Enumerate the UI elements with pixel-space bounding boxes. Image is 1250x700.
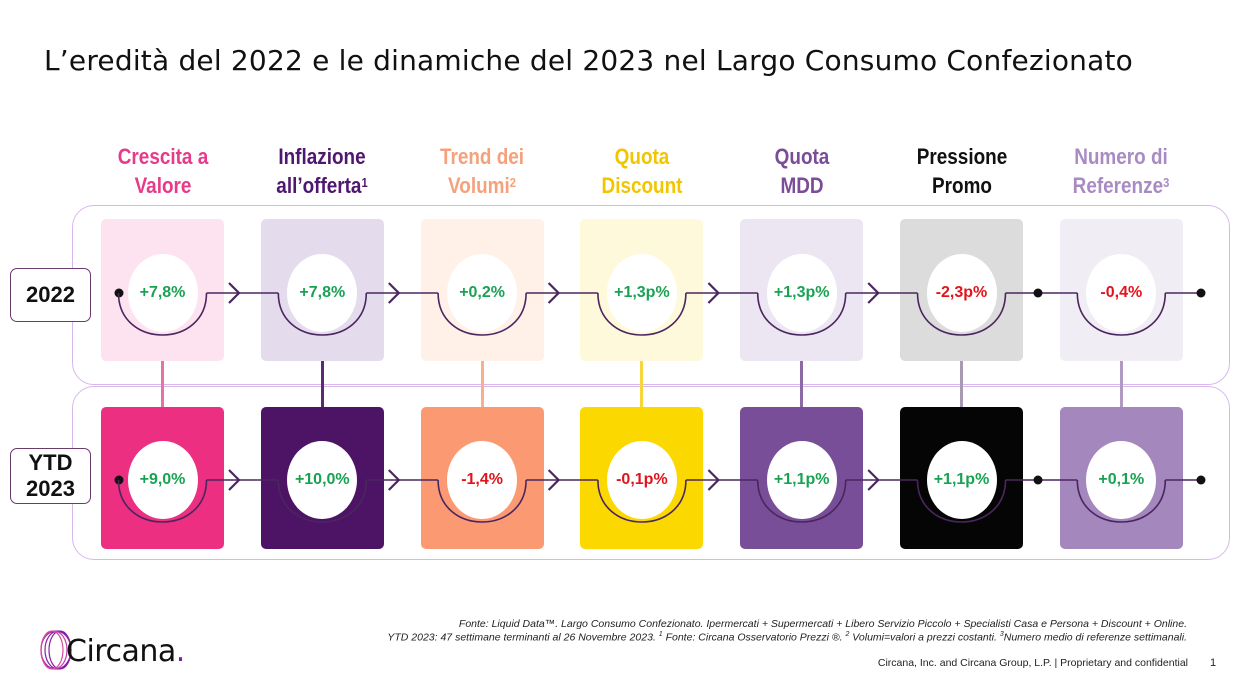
column-header-line2: Promo xyxy=(897,171,1026,200)
column-header-line2: Referenze3 xyxy=(1057,171,1186,200)
value-ytd-2023-2: +10,0% xyxy=(287,441,358,519)
row-connector-1 xyxy=(161,361,164,407)
value-ytd-2023-5: +1,1p% xyxy=(766,441,837,519)
column-header-line2: Volumi2 xyxy=(418,171,547,200)
row-connector-2 xyxy=(320,361,324,407)
row-connector-4 xyxy=(640,361,644,407)
value-2022-1: +7,8% xyxy=(127,254,198,332)
column-header-line1: Numero di xyxy=(1074,144,1169,169)
row-label-2022-text: 2022 xyxy=(26,282,75,307)
value-2022-5: +1,3p% xyxy=(766,254,837,332)
value-ytd-2023-6: +1,1p% xyxy=(926,441,997,519)
column-header-line2-text: Valore xyxy=(134,173,191,198)
row-connector-5 xyxy=(800,361,804,407)
source-note-line1-text: Fonte: Liquid Data™. Largo Consumo Confe… xyxy=(458,618,1187,630)
column-header-line2: Discount xyxy=(577,171,706,200)
column-header-footnote: 1 xyxy=(361,175,368,190)
source-note-line1: Fonte: Liquid Data™. Largo Consumo Confe… xyxy=(459,618,1187,630)
footnote-mark-1: 1 xyxy=(658,631,663,638)
source-note-ytd: YTD 2023: 47 settimane terminanti al 26 … xyxy=(387,631,659,644)
column-header-7: Numero di Referenze3 xyxy=(1057,142,1186,200)
value-2022-4: +1,3p% xyxy=(606,254,677,332)
source-note-volumes: Volumi=valori a prezzi costanti. xyxy=(849,631,1000,644)
row-connector-7 xyxy=(1119,361,1123,407)
row-label-2023-text: 2023 xyxy=(26,476,75,501)
logo-dot: . xyxy=(175,634,186,669)
column-header-line1: Quota xyxy=(774,144,830,169)
column-header-line1: Pressione xyxy=(916,144,1007,169)
row-label-2022: 2022 xyxy=(10,268,91,322)
source-note-prices: Fonte: Circana Osservatorio Prezzi ®. xyxy=(662,631,846,644)
row-connector-6 xyxy=(960,361,963,407)
column-header-line1: Quota xyxy=(614,144,670,169)
value-ytd-2023-3: -1,4% xyxy=(447,441,518,519)
column-header-footnote: 3 xyxy=(1163,175,1170,190)
column-header-line2-text: MDD xyxy=(780,173,824,198)
column-header-line2-text: Volumi xyxy=(448,173,510,198)
column-header-6: Pressione Promo xyxy=(897,142,1026,200)
value-2022-2: +7,8% xyxy=(287,254,358,332)
column-header-line2-text: Referenze xyxy=(1072,173,1164,198)
circana-logo-icon xyxy=(40,630,72,670)
row-label-ytd-text: YTD xyxy=(28,450,73,475)
column-header-footnote: 2 xyxy=(509,175,517,190)
page-title: L’eredità del 2022 e le dinamiche del 20… xyxy=(44,44,1133,77)
value-2022-3: +0,2% xyxy=(447,254,518,332)
column-header-line2-text: Promo xyxy=(931,173,992,198)
value-2022-7: -0,4% xyxy=(1086,254,1157,332)
row-label-ytd-2023: YTD 2023 xyxy=(10,448,91,504)
column-header-line1: Trend dei xyxy=(440,144,525,169)
column-header-2: Inflazione all’offerta1 xyxy=(258,142,387,200)
value-ytd-2023-1: +9,0% xyxy=(127,441,198,519)
page-number: 1 xyxy=(1210,657,1217,669)
column-header-line2: all’offerta1 xyxy=(258,171,387,200)
footnote-mark-2: 2 xyxy=(845,631,850,638)
value-ytd-2023-7: +0,1% xyxy=(1086,441,1157,519)
source-note-references: Numero medio di referenze settimanali. xyxy=(1003,631,1187,644)
value-ytd-2023-4: -0,1p% xyxy=(606,441,677,519)
column-header-line2-text: Discount xyxy=(601,173,683,198)
column-header-line2-text: all’offerta xyxy=(276,173,362,198)
logo-wordmark: Circana xyxy=(66,634,176,669)
circana-logo-text: Circana. xyxy=(66,634,185,669)
confidential-notice: Circana, Inc. and Circana Group, L.P. | … xyxy=(877,657,1188,669)
column-header-line1: Crescita a xyxy=(117,144,208,169)
column-header-4: Quota Discount xyxy=(577,142,706,200)
column-header-1: Crescita a Valore xyxy=(98,142,227,200)
column-header-5: Quota MDD xyxy=(737,142,866,200)
footnote-mark-3: 3 xyxy=(999,631,1004,638)
source-note-line2: YTD 2023: 47 settimane terminanti al 26 … xyxy=(387,631,1187,644)
column-header-line2: MDD xyxy=(737,171,866,200)
column-header-line2: Valore xyxy=(98,171,227,200)
column-header-line1: Inflazione xyxy=(278,144,366,169)
column-header-3: Trend dei Volumi2 xyxy=(418,142,547,200)
row-connector-3 xyxy=(480,361,484,407)
value-2022-6: -2,3p% xyxy=(926,254,997,332)
